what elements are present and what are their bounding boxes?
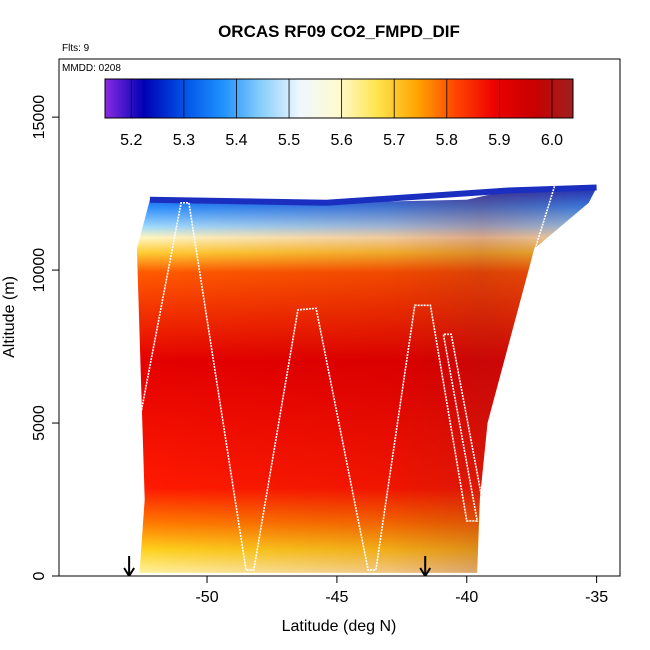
colorbar-tick-label: 5.9 bbox=[488, 132, 510, 149]
flights-label: Flts: 9 bbox=[62, 43, 90, 54]
x-tick-label: -45 bbox=[325, 589, 348, 606]
chart-title: ORCAS RF09 CO2_FMPD_DIF bbox=[218, 22, 460, 41]
y-tick-label: 10000 bbox=[31, 248, 48, 293]
x-tick-label: -35 bbox=[585, 589, 608, 606]
down-arrow-head bbox=[123, 567, 135, 576]
y-tick-label: 15000 bbox=[31, 95, 48, 140]
field-upper-edge bbox=[149, 184, 597, 206]
y-axis-label: Altitude (m) bbox=[1, 276, 18, 358]
co2-field-core bbox=[136, 187, 597, 573]
x-axis-label: Latitude (deg N) bbox=[282, 618, 397, 635]
colorbar-tick-label: 5.4 bbox=[225, 132, 247, 149]
marker-arrow-1 bbox=[123, 556, 135, 576]
x-tick-label: -40 bbox=[455, 589, 478, 606]
down-arrow-head bbox=[419, 567, 432, 576]
colorbar-tick-label: 5.6 bbox=[331, 132, 353, 149]
y-tick-label: 0 bbox=[31, 571, 48, 580]
y-tick-label: 5000 bbox=[31, 405, 48, 441]
x-axis: -50 -45 -40 -35 bbox=[195, 575, 608, 606]
colorbar-tick-label: 5.5 bbox=[278, 132, 300, 149]
y-axis: 0 5000 10000 15000 bbox=[31, 95, 60, 580]
colorbar-tick-label: 5.7 bbox=[383, 132, 405, 149]
x-tick-label: -50 bbox=[195, 589, 218, 606]
colorbar-swatch bbox=[104, 78, 574, 119]
colorbar-tick-label: 5.2 bbox=[120, 132, 142, 149]
flight-track bbox=[128, 180, 602, 571]
mmdd-label: MMDD: 0208 bbox=[62, 63, 121, 74]
colorbar: 5.2 5.3 5.4 5.5 5.6 5.7 5.8 5.9 6.0 bbox=[104, 78, 574, 149]
plot-area bbox=[123, 180, 602, 576]
colorbar-tick-label: 5.8 bbox=[436, 132, 458, 149]
colorbar-tick-label: 5.3 bbox=[173, 132, 195, 149]
colorbar-tick-label: 6.0 bbox=[541, 132, 563, 149]
marker-arrow-2 bbox=[419, 556, 432, 576]
